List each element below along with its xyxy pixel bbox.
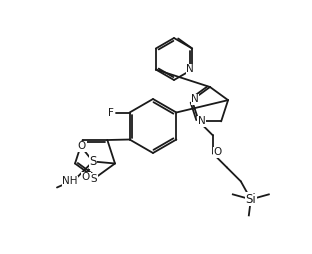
Text: F: F [108, 107, 114, 118]
Text: O: O [82, 172, 90, 182]
Text: NH: NH [62, 177, 78, 186]
Text: N: N [186, 65, 194, 74]
Text: N: N [198, 116, 206, 126]
Text: S: S [91, 174, 97, 184]
Text: S: S [89, 155, 97, 168]
Text: Si: Si [246, 193, 256, 206]
Text: O: O [214, 147, 222, 157]
Text: O: O [78, 141, 86, 151]
Text: N: N [191, 94, 199, 104]
